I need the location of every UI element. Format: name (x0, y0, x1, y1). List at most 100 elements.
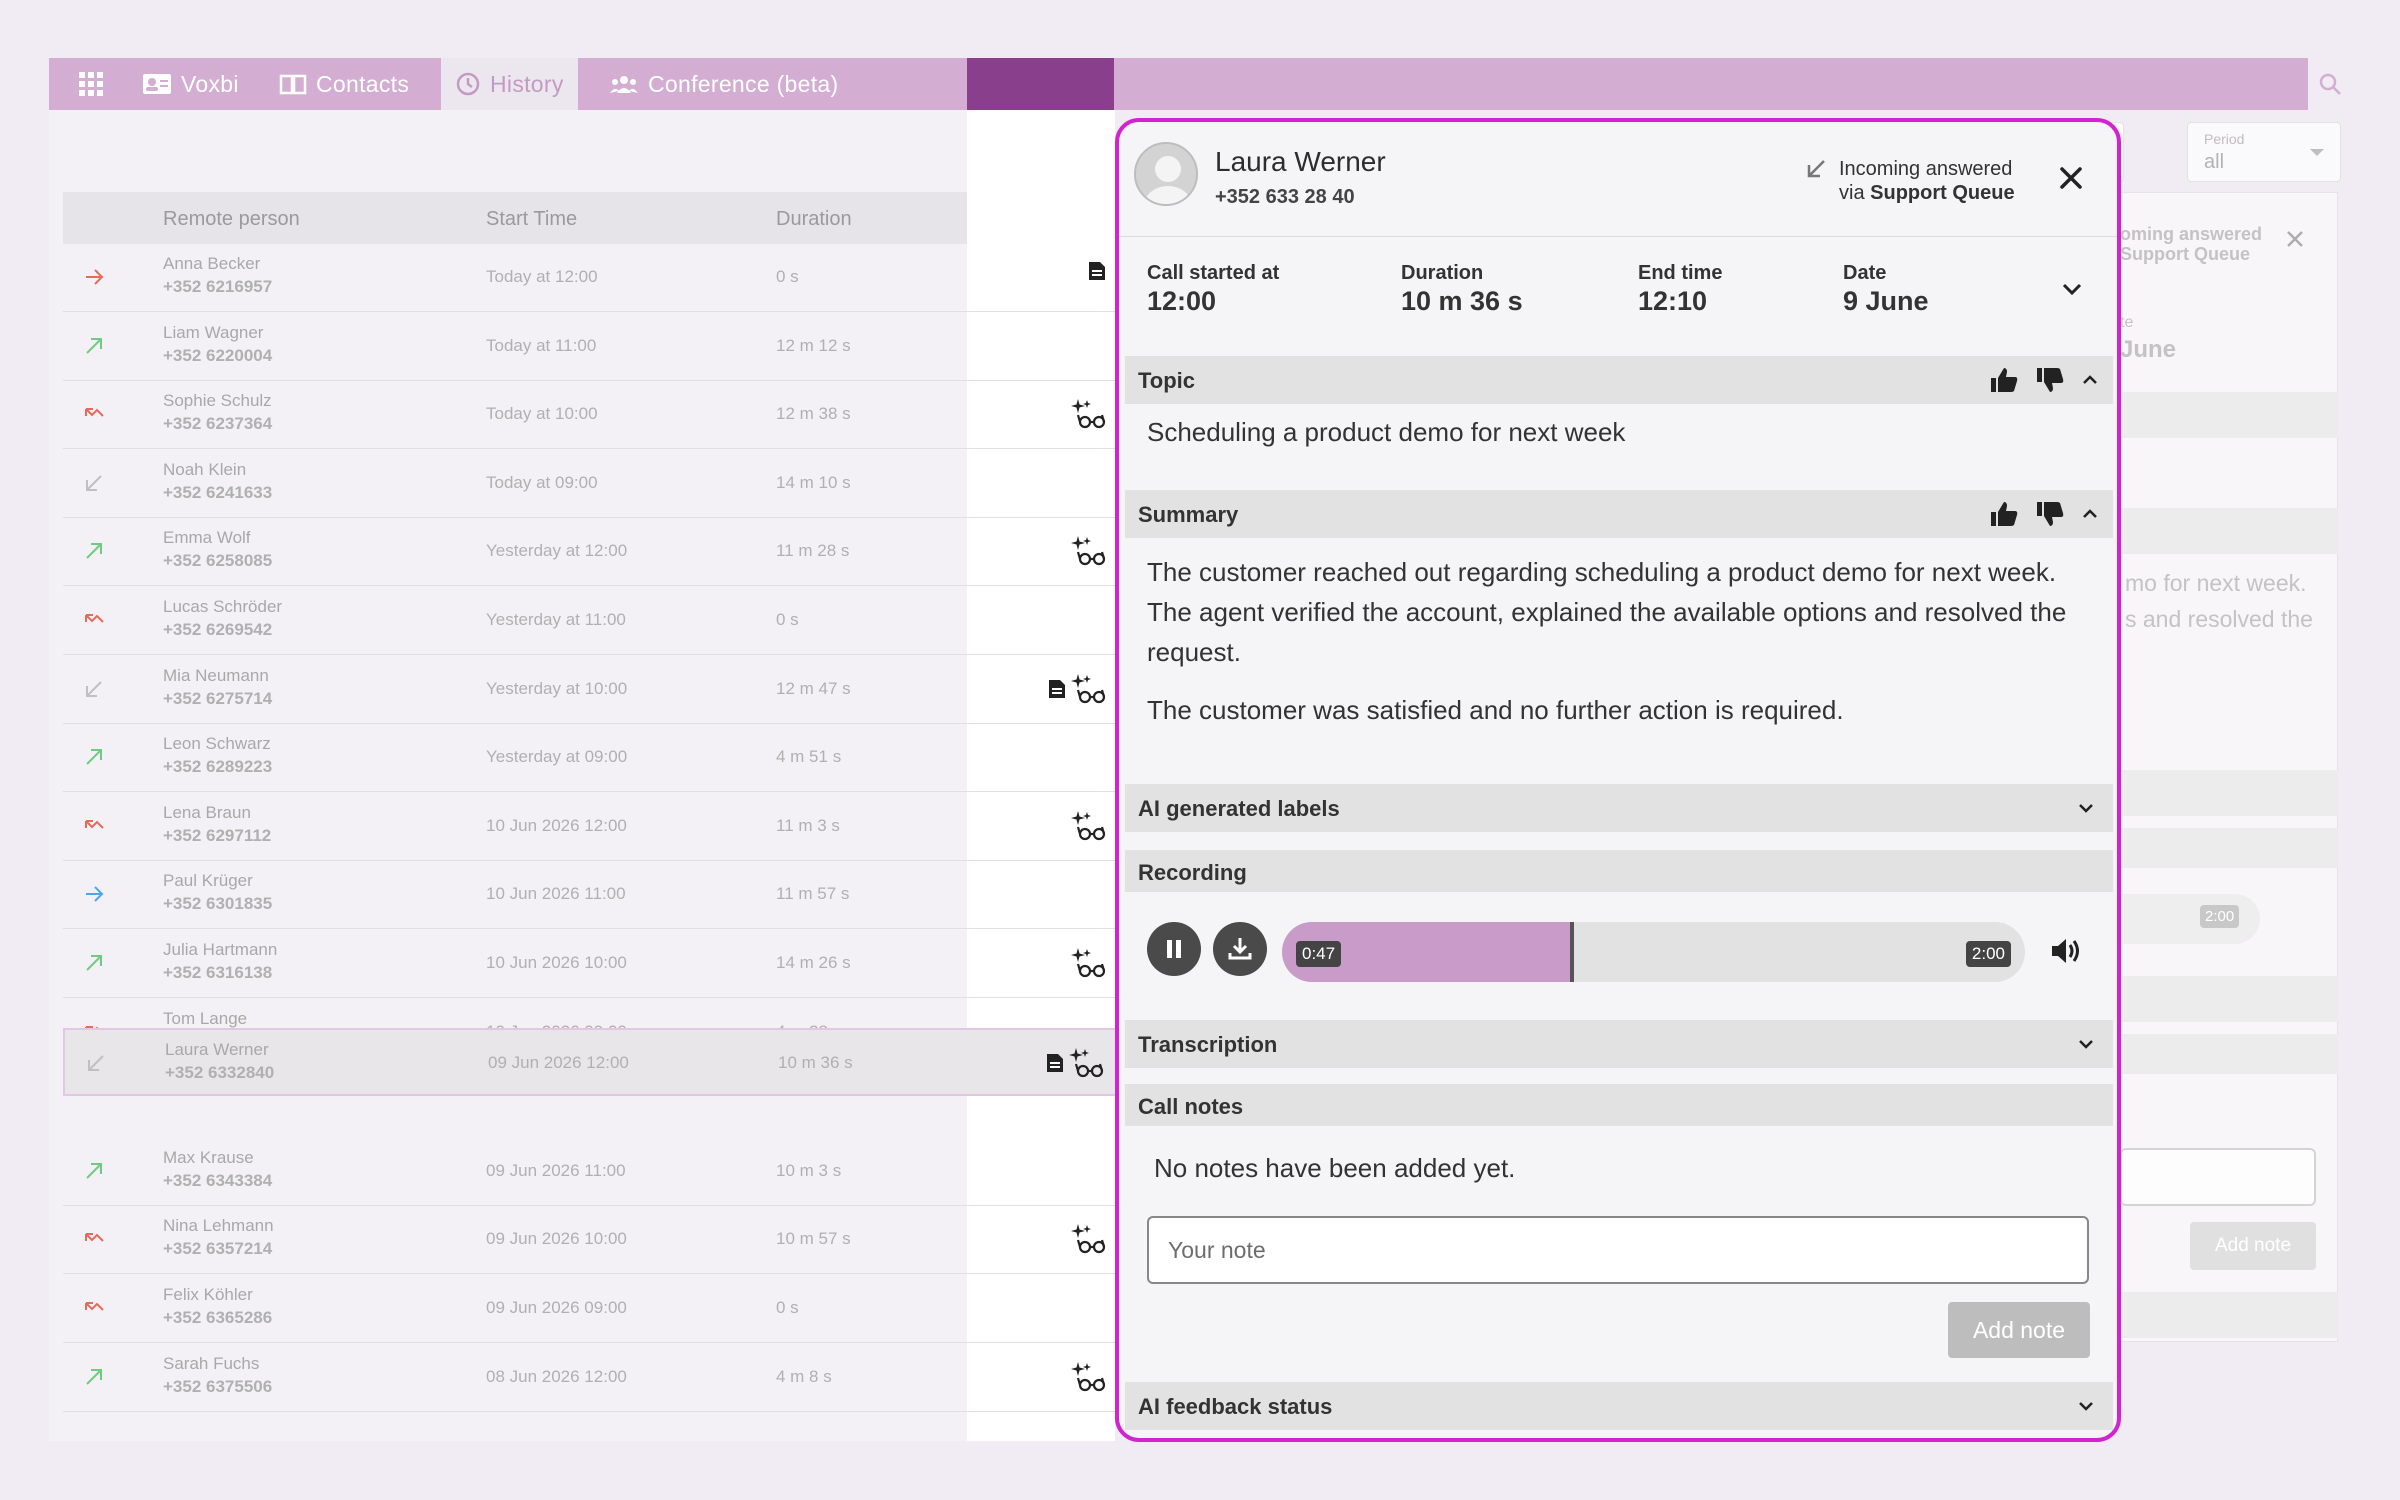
ai-sparkle-glasses-icon[interactable] (1069, 1360, 1107, 1394)
start-time: Today at 12:00 (486, 267, 598, 286)
ai-sparkle-glasses-icon[interactable] (1069, 809, 1107, 843)
call-direction-transferred-icon (86, 886, 104, 903)
table-row[interactable]: Emma Wolf +352 6258085 Yesterday at 12:00 1… (63, 518, 1115, 587)
thumbs-down-icon[interactable] (2035, 366, 2065, 394)
remote-person-number: +352 6220004 (163, 345, 273, 365)
remote-person-number: +352 6275714 (163, 688, 273, 708)
call-direction-incoming-icon (86, 475, 102, 491)
ai-sparkle-glasses-icon[interactable] (1067, 1046, 1105, 1080)
group-icon (610, 76, 638, 93)
row-action-cell (967, 655, 1115, 723)
remote-person-name: Emma Wolf (163, 528, 251, 548)
table-row[interactable]: Lena Braun +352 6297112 10 Jun 2026 12:00 1… (63, 792, 1115, 861)
pause-button[interactable] (1147, 922, 1201, 976)
start-time: 09 Jun 2026 10:00 (486, 1229, 627, 1249)
table-row[interactable]: Anna Becker +352 6216957 Today at 12:00 0 s (63, 244, 1115, 312)
call-duration: 12 m 38 s (776, 404, 851, 424)
note-input[interactable] (1147, 1216, 2089, 1284)
remote-person-number: +352 6316138 (163, 963, 273, 982)
table-row[interactable]: Sarah Fuchs +352 6375506 08 Jun 2026 12:00… (63, 1343, 1115, 1412)
tab-label: Contacts (316, 70, 410, 97)
remote-person-name: Leon Schwarz (163, 734, 271, 754)
call-duration: 0 s (776, 267, 799, 286)
table-row[interactable]: Liam Wagner +352 6220004 Today at 11:00 12 … (63, 312, 1115, 381)
tab-history[interactable]: History (441, 58, 578, 110)
call-direction-outgoing-icon (86, 955, 102, 971)
period-value: all (2204, 151, 2225, 173)
tab-conference[interactable]: Conference (beta) (609, 58, 838, 110)
recording-scrub-handle[interactable] (1569, 922, 1574, 982)
ai-sparkle-glasses-icon[interactable] (1069, 672, 1107, 706)
table-row[interactable]: Julia Hartmann +352 6316138 10 Jun 2026 10… (63, 930, 1115, 998)
table-row[interactable]: Noah Klein +352 6241633 Today at 09:00 14 m… (63, 449, 1115, 518)
tab-voxbi[interactable]: Voxbi (142, 58, 239, 110)
table-row[interactable]: Mia Neumann +352 6275714 Yesterday at 10:0… (63, 655, 1115, 724)
ai-sparkle-glasses-icon[interactable] (1069, 534, 1107, 568)
background-queue-text: Support Queue (2120, 244, 2250, 264)
call-started-label: Call started at (1147, 262, 1280, 284)
call-notes-section-header: Call notes (1125, 1084, 2113, 1126)
background-date-label: te (2120, 314, 2134, 331)
ai-sparkle-glasses-icon[interactable] (1069, 1222, 1107, 1256)
call-direction-outgoing-icon (86, 749, 102, 765)
ai-feedback-section-header[interactable]: AI feedback status (1125, 1382, 2113, 1430)
remote-person-number: +352 6269542 (163, 620, 273, 639)
duration-value: 10 m 36 s (1401, 286, 1523, 316)
caller-name: Laura Werner (1215, 146, 1386, 177)
thumbs-up-icon[interactable] (1989, 366, 2019, 394)
start-time: Yesterday at 09:00 (486, 747, 628, 767)
recording-progress-track[interactable]: 0:47 2:00 (1282, 922, 2025, 982)
table-row[interactable]: Paul Krüger +352 6301835 10 Jun 2026 11:00… (63, 861, 1115, 930)
table-row[interactable]: Laura Werner +352 6332840 09 Jun 2026 12:0… (63, 1028, 1115, 1096)
topic-section-header[interactable]: Topic (1125, 356, 2113, 404)
row-icons (1069, 534, 1107, 568)
column-header-start-time: Start Time (486, 208, 578, 230)
search-icon[interactable] (2308, 58, 2352, 110)
note-icon[interactable] (1087, 260, 1107, 282)
background-close-icon (2287, 231, 2303, 247)
ai-sparkle-glasses-icon[interactable] (1069, 397, 1107, 431)
call-duration: 4 m 51 s (776, 747, 842, 767)
volume-icon[interactable] (2049, 934, 2083, 968)
table-row[interactable]: Felix Köhler +352 6365286 09 Jun 2026 09:0… (63, 1275, 1115, 1343)
chevron-up-icon[interactable] (2081, 505, 2099, 523)
remote-person-name: Laura Werner (165, 1040, 269, 1059)
background-time-chip: 2:00 (2200, 905, 2240, 928)
chevron-down-icon[interactable] (2059, 276, 2085, 302)
call-duration: 0 s (776, 1298, 799, 1317)
remote-person-number: +352 6289223 (163, 757, 273, 777)
thumbs-up-icon[interactable] (1989, 500, 2019, 528)
summary-section-header[interactable]: Summary (1125, 490, 2113, 538)
call-duration: 10 m 36 s (778, 1053, 853, 1072)
table-row[interactable]: Nina Lehmann +352 6357214 09 Jun 2026 10:0… (63, 1206, 1115, 1275)
tab-contacts[interactable]: Contacts (279, 58, 409, 110)
table-row[interactable]: Lucas Schröder +352 6269542 Yesterday at 1… (63, 587, 1115, 655)
transcription-section-header[interactable]: Transcription (1125, 1020, 2113, 1068)
chevron-up-icon[interactable] (2081, 371, 2099, 389)
download-button[interactable] (1213, 922, 1267, 976)
table-row[interactable]: Max Krause +352 6343384 09 Jun 2026 11:00 1… (63, 1137, 1115, 1206)
table-row[interactable]: Sophie Schulz +352 6237364 Today at 10:00 1… (63, 381, 1115, 450)
row-action-cell (967, 792, 1115, 860)
thumbs-down-icon[interactable] (2035, 500, 2065, 528)
remote-person-name: Anna Becker (163, 254, 261, 273)
note-icon[interactable] (1047, 678, 1067, 700)
ai-labels-section-header[interactable]: AI generated labels (1125, 784, 2113, 832)
add-note-button[interactable]: Add note (1948, 1302, 2090, 1358)
row-icons (1069, 809, 1107, 843)
start-time: 09 Jun 2026 12:00 (488, 1053, 629, 1072)
table-row[interactable]: Leon Schwarz +352 6289223 Yesterday at 09:… (63, 724, 1115, 793)
start-time: Today at 11:00 (486, 335, 597, 355)
row-action-cell (967, 1275, 1115, 1342)
note-icon[interactable] (1045, 1052, 1065, 1074)
ai-sparkle-glasses-icon[interactable] (1069, 946, 1107, 980)
app-grid-icon[interactable] (49, 58, 133, 110)
remote-person-number: +352 6332840 (165, 1063, 275, 1082)
call-detail-panel: Laura Werner +352 633 28 40 Incoming ans… (1115, 118, 2121, 1442)
close-icon[interactable] (2055, 162, 2087, 194)
summary-paragraph: The customer reached out regarding sched… (1147, 557, 2067, 667)
row-action-cell (967, 724, 1115, 792)
row-icons (1047, 672, 1107, 706)
call-direction-forwarded-icon (86, 269, 104, 285)
chevron-down-icon (2079, 1040, 2093, 1049)
